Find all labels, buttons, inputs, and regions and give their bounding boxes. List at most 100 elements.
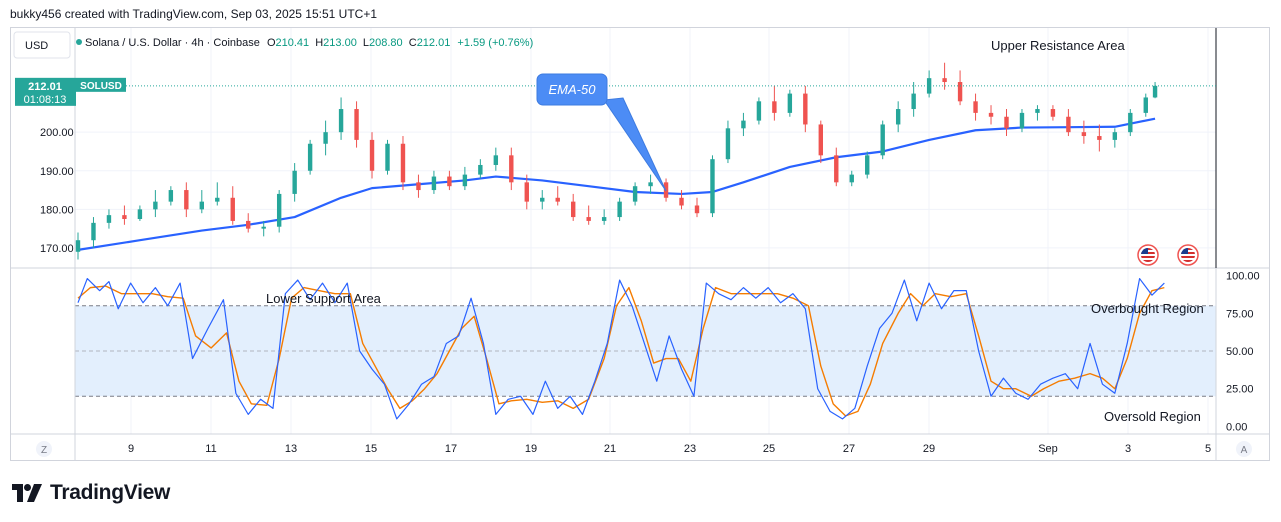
candle-body xyxy=(168,190,174,202)
candle-body xyxy=(307,143,313,171)
candle-body xyxy=(571,201,576,218)
candle xyxy=(246,213,251,233)
candle-body xyxy=(431,176,437,191)
candle xyxy=(571,193,576,221)
legend-low: 208.80 xyxy=(369,37,403,49)
candle-body xyxy=(1152,85,1158,98)
candle xyxy=(493,147,499,171)
time-tick-label: 11 xyxy=(205,443,216,455)
candle-body xyxy=(1004,116,1009,129)
symbol-badge-label: SOLUSD xyxy=(80,81,122,92)
candle xyxy=(137,205,143,221)
candle xyxy=(385,139,390,175)
candle-body xyxy=(369,139,375,171)
candle xyxy=(261,220,266,237)
ema-callout: EMA-50 xyxy=(536,73,667,192)
chart-header: bukky456 created with TradingView.com, S… xyxy=(10,7,378,21)
tradingview-logo[interactable]: TradingView xyxy=(12,481,170,505)
candle-body xyxy=(957,82,963,102)
time-tick-label: 21 xyxy=(604,443,616,455)
candle xyxy=(447,170,452,191)
candle xyxy=(942,62,947,90)
legend-symbol: Solana / U.S. Dollar · 4h · Coinbase xyxy=(85,37,260,49)
oscillator-lines xyxy=(77,277,1165,420)
candle xyxy=(865,151,870,179)
candle xyxy=(1128,109,1133,137)
candle xyxy=(957,70,963,106)
candle-body xyxy=(632,186,638,202)
candle-body xyxy=(617,201,622,218)
candle-body xyxy=(880,124,885,156)
candle xyxy=(1081,120,1087,144)
candle xyxy=(1097,124,1102,152)
candle xyxy=(540,190,545,210)
candle-body xyxy=(509,155,514,183)
upper-resistance-label: Upper Resistance Area xyxy=(991,38,1125,53)
candle-body xyxy=(292,170,297,194)
svg-text:Solana / U.S. Dollar · 4h · Co: Solana / U.S. Dollar · 4h · Coinbase O21… xyxy=(85,37,533,49)
last-price-label: 212.01 xyxy=(28,81,62,93)
candle xyxy=(926,70,932,98)
candle xyxy=(168,186,174,206)
candle-body xyxy=(493,155,499,165)
chart-frame: 212.01 01:08:13 SOLUSD 200.00 190.00 180.00 1… xyxy=(10,27,1270,461)
candle xyxy=(462,166,468,191)
candle xyxy=(895,101,901,133)
auto-scale-button[interactable]: A xyxy=(1236,441,1252,457)
candle xyxy=(1035,105,1040,121)
candle-body xyxy=(1035,109,1040,113)
candle xyxy=(694,197,700,218)
candle xyxy=(818,120,823,164)
candle xyxy=(1019,109,1025,133)
us-flag-icon[interactable] xyxy=(1137,244,1159,266)
us-flag-icon[interactable] xyxy=(1177,244,1199,266)
candle-body xyxy=(106,215,112,223)
candle-body xyxy=(137,209,143,219)
candle-body xyxy=(75,240,81,252)
time-tick-label: 29 xyxy=(923,443,935,455)
tradingview-logo-text: TradingView xyxy=(50,481,171,504)
candle xyxy=(91,217,96,248)
candle xyxy=(276,190,282,233)
candle xyxy=(632,182,638,206)
candle xyxy=(803,85,808,133)
legend-open: 210.41 xyxy=(276,37,310,49)
candle xyxy=(1050,105,1056,121)
candle-body xyxy=(230,197,235,221)
candle xyxy=(710,155,715,218)
candle-body xyxy=(261,226,266,229)
lower-support-label: Lower Support Area xyxy=(266,291,382,306)
candle-body xyxy=(462,174,468,187)
symbol-legend: Solana / U.S. Dollar · 4h · Coinbase O21… xyxy=(76,37,533,49)
candle-body xyxy=(555,197,560,202)
currency-label: USD xyxy=(25,40,48,52)
candle-body xyxy=(215,197,220,202)
candle xyxy=(586,205,591,225)
candle-body xyxy=(354,109,359,140)
time-tick-label: 3 xyxy=(1125,443,1131,455)
candle-body xyxy=(524,182,529,202)
candle-body xyxy=(942,78,947,83)
candle-body xyxy=(447,176,452,187)
candle-body xyxy=(323,132,328,144)
candle xyxy=(153,190,158,218)
candle xyxy=(973,93,978,121)
candle-body xyxy=(865,155,870,175)
oscillator-axis: 100.00 75.00 50.00 25.00 0.00 xyxy=(1226,271,1260,434)
candle-body xyxy=(1097,136,1102,140)
candle-body xyxy=(725,128,731,160)
candle xyxy=(478,159,483,179)
candle xyxy=(1152,82,1158,99)
candle-body xyxy=(1128,112,1133,133)
candle-body xyxy=(153,201,158,210)
candle-body xyxy=(648,182,653,187)
candle xyxy=(122,205,127,225)
candle xyxy=(787,89,793,117)
z-button[interactable]: Z xyxy=(36,441,52,457)
candle-body xyxy=(540,197,545,202)
candle-body xyxy=(1143,97,1148,113)
candle xyxy=(354,101,359,148)
svg-text:Z: Z xyxy=(41,445,47,456)
currency-button[interactable]: USD xyxy=(13,31,71,59)
